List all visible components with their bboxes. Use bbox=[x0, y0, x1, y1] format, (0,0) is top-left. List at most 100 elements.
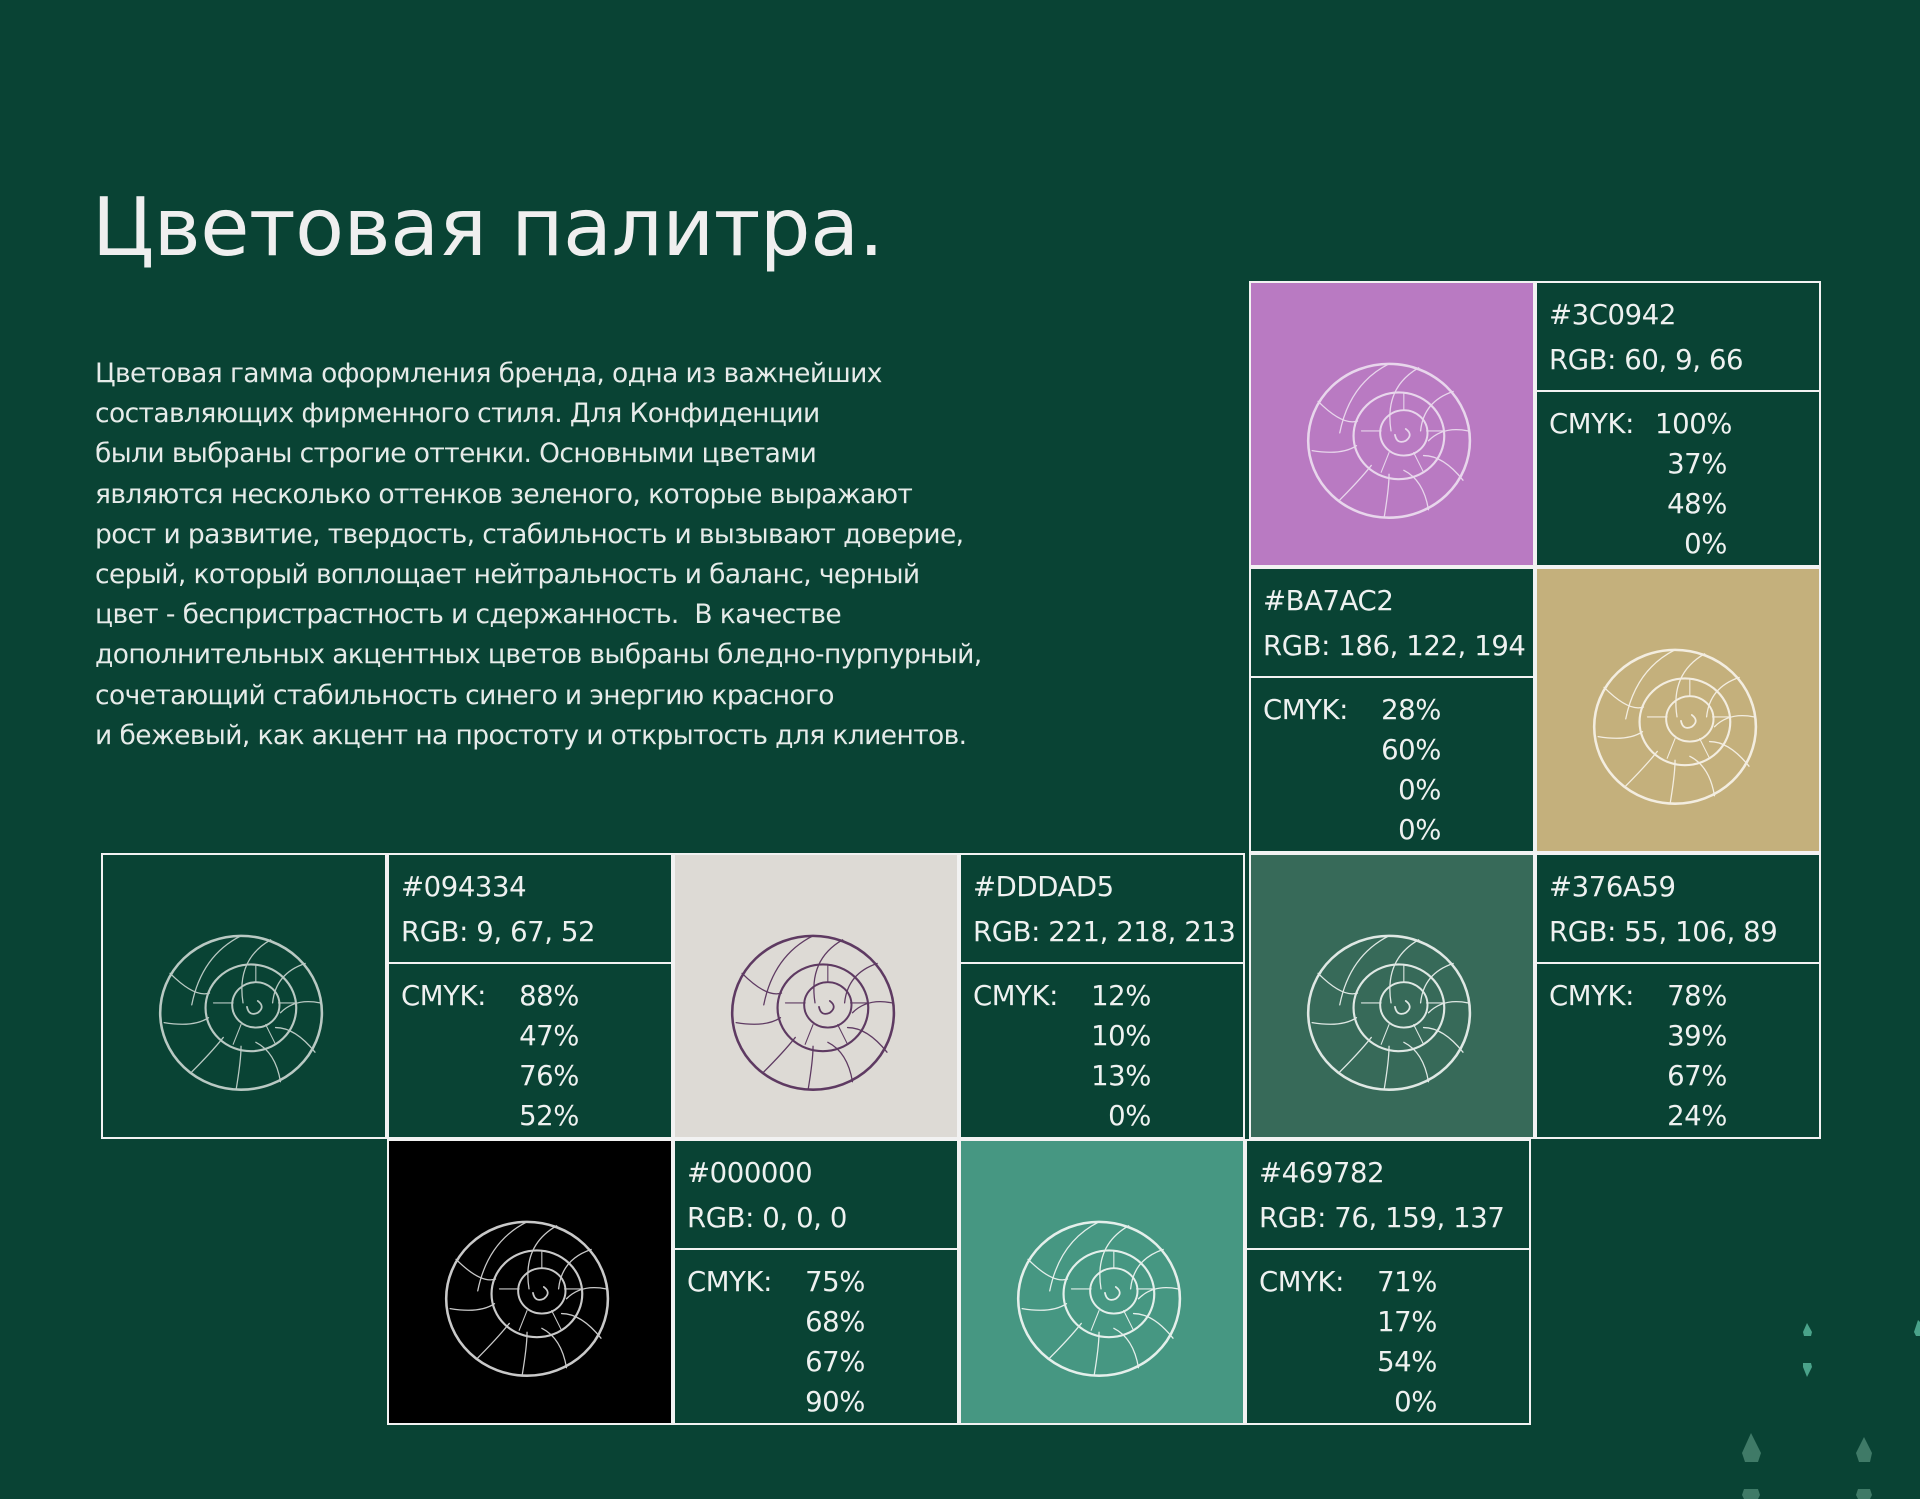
color-codes-beige: #BA7AC2 RGB: 186, 122, 194 bbox=[1249, 567, 1535, 678]
hex-value: #094334 bbox=[401, 871, 527, 903]
cmyk-value: 52% bbox=[519, 1100, 579, 1132]
cmyk-label: CMYK: bbox=[1549, 980, 1635, 1012]
color-swatch-purple bbox=[1249, 281, 1535, 567]
cmyk-label: CMYK: bbox=[973, 980, 1059, 1012]
cmyk-row: CMYK:67% bbox=[687, 1342, 957, 1382]
hex-value: #BA7AC2 bbox=[1263, 585, 1394, 617]
color-swatch-black bbox=[387, 1139, 673, 1425]
rgb-value: RGB: 0, 0, 0 bbox=[687, 1202, 847, 1234]
cmyk-row: CMYK:0% bbox=[1259, 1382, 1529, 1422]
cmyk-value: 90% bbox=[805, 1386, 865, 1418]
color-swatch-dark-green bbox=[101, 853, 387, 1139]
page-title: Цветовая палитра. bbox=[92, 181, 884, 274]
cmyk-row: CMYK:17% bbox=[1259, 1302, 1529, 1342]
cmyk-values-beige: CMYK:28%CMYK:60%CMYK:0%CMYK:0% bbox=[1249, 676, 1535, 853]
cmyk-row: CMYK:0% bbox=[1263, 810, 1533, 850]
cmyk-value: 0% bbox=[1398, 774, 1441, 806]
cmyk-row: CMYK:10% bbox=[973, 1016, 1243, 1056]
cmyk-row: CMYK:24% bbox=[1549, 1096, 1819, 1136]
cmyk-value: 37% bbox=[1667, 448, 1727, 480]
description-line: серый, который воплощает нейтральность и… bbox=[95, 559, 920, 591]
cmyk-label: CMYK: bbox=[401, 980, 487, 1012]
cmyk-row: CMYK: 75% bbox=[687, 1262, 957, 1302]
cmyk-value: 75% bbox=[805, 1266, 865, 1298]
description-line: и бежевый, как акцент на простоту и откр… bbox=[95, 719, 967, 751]
color-swatch-mid-green bbox=[1249, 853, 1535, 1139]
cmyk-values-light-green: CMYK: 71% CMYK:17%CMYK:54%CMYK:0% bbox=[1245, 1248, 1531, 1425]
cmyk-values-dark-green: CMYK: 88% CMYK:47%CMYK:76%CMYK:52% bbox=[387, 962, 673, 1139]
color-codes-mid-green: #376A59 RGB: 55, 106, 89 bbox=[1535, 853, 1821, 964]
cmyk-row: CMYK:13% bbox=[973, 1056, 1243, 1096]
cmyk-row: CMYK: 71% bbox=[1259, 1262, 1529, 1302]
rgb-value: RGB: 55, 106, 89 bbox=[1549, 916, 1778, 948]
description-line: составляющих фирменного стиля. Для Конфи… bbox=[95, 398, 820, 430]
description-line: дополнительных акцентных цветов выбраны … bbox=[95, 639, 982, 671]
cmyk-value: 60% bbox=[1381, 734, 1441, 766]
cmyk-value: 67% bbox=[1667, 1060, 1727, 1092]
cmyk-label: CMYK: bbox=[1263, 694, 1349, 726]
cmyk-label: CMYK: bbox=[1259, 1266, 1345, 1298]
description-line: являются несколько оттенков зеленого, ко… bbox=[95, 478, 913, 510]
cmyk-value: 88% bbox=[519, 980, 579, 1012]
cmyk-row: CMYK: 88% bbox=[401, 976, 671, 1016]
cmyk-value: 10% bbox=[1091, 1020, 1151, 1052]
cmyk-value: 0% bbox=[1108, 1100, 1151, 1132]
color-codes-grey: #DDDAD5 RGB: 221, 218, 213 bbox=[959, 853, 1245, 964]
cmyk-value: 0% bbox=[1398, 814, 1441, 846]
cmyk-values-mid-green: CMYK: 78% CMYK: 39% CMYK:67%CMYK:24% bbox=[1535, 962, 1821, 1139]
rgb-value: RGB: 60, 9, 66 bbox=[1549, 344, 1744, 376]
cmyk-value: 39% bbox=[1667, 1020, 1727, 1052]
color-codes-black: #000000 RGB: 0, 0, 0 bbox=[673, 1139, 959, 1250]
cmyk-value: 24% bbox=[1667, 1100, 1727, 1132]
cmyk-row: CMYK:76% bbox=[401, 1056, 671, 1096]
color-codes-dark-green: #094334 RGB: 9, 67, 52 bbox=[387, 853, 673, 964]
cmyk-value: 67% bbox=[805, 1346, 865, 1378]
cmyk-row: CMYK:48% bbox=[1549, 484, 1819, 524]
cmyk-row: CMYK: 78% bbox=[1549, 976, 1819, 1016]
cmyk-label: CMYK: bbox=[1549, 408, 1635, 440]
cmyk-value: 28% bbox=[1381, 694, 1441, 726]
rgb-value: RGB: 221, 218, 213 bbox=[973, 916, 1236, 948]
color-codes-light-green: #469782 RGB: 76, 159, 137 bbox=[1245, 1139, 1531, 1250]
palette-description: Цветовая гамма оформления бренда, одна и… bbox=[95, 354, 1195, 756]
cmyk-value: 54% bbox=[1377, 1346, 1437, 1378]
cmyk-row: CMYK:47% bbox=[401, 1016, 671, 1056]
cmyk-value: 12% bbox=[1091, 980, 1151, 1012]
cmyk-row: CMYK:54% bbox=[1259, 1342, 1529, 1382]
cmyk-value: 0% bbox=[1394, 1386, 1437, 1418]
cmyk-value: 78% bbox=[1667, 980, 1727, 1012]
cmyk-row: CMYK:0% bbox=[1549, 524, 1819, 564]
description-line: были выбраны строгие оттенки. Основными … bbox=[95, 438, 817, 470]
cmyk-value: 71% bbox=[1377, 1266, 1437, 1298]
cmyk-row: CMYK:0% bbox=[1263, 770, 1533, 810]
cmyk-row: CMYK:52% bbox=[401, 1096, 671, 1136]
description-line: сочетающий стабильность синего и энергию… bbox=[95, 679, 835, 711]
hex-value: #469782 bbox=[1259, 1157, 1385, 1189]
cmyk-row: CMYK:67% bbox=[1549, 1056, 1819, 1096]
cmyk-label: CMYK: bbox=[687, 1266, 773, 1298]
cmyk-row: CMYK:68% bbox=[687, 1302, 957, 1342]
cmyk-values-purple: CMYK: 100% CMYK:37%CMYK:48%CMYK:0% bbox=[1535, 390, 1821, 567]
cmyk-value: 13% bbox=[1091, 1060, 1151, 1092]
hex-value: #DDDAD5 bbox=[973, 871, 1114, 903]
rgb-value: RGB: 9, 67, 52 bbox=[401, 916, 596, 948]
cmyk-row: CMYK:37% bbox=[1549, 444, 1819, 484]
rgb-value: RGB: 186, 122, 194 bbox=[1263, 630, 1526, 662]
decorative-droplets-icon bbox=[1742, 1320, 1920, 1499]
color-swatch-light-green bbox=[959, 1139, 1245, 1425]
cmyk-row: CMYK: 28% bbox=[1263, 690, 1533, 730]
cmyk-value: 48% bbox=[1667, 488, 1727, 520]
cmyk-row: CMYK:60% bbox=[1263, 730, 1533, 770]
cmyk-value: 100% bbox=[1655, 408, 1733, 440]
cmyk-row: CMYK: 100% bbox=[1549, 404, 1819, 444]
color-codes-purple: #3C0942 RGB: 60, 9, 66 bbox=[1535, 281, 1821, 392]
color-swatch-beige bbox=[1535, 567, 1821, 853]
cmyk-values-black: CMYK: 75% CMYK:68%CMYK:67%CMYK:90% bbox=[673, 1248, 959, 1425]
hex-value: #376A59 bbox=[1549, 871, 1676, 903]
cmyk-value: 0% bbox=[1684, 528, 1727, 560]
cmyk-row: CMYK:90% bbox=[687, 1382, 957, 1422]
description-line: Цветовая гамма оформления бренда, одна и… bbox=[95, 358, 882, 389]
cmyk-value: 47% bbox=[519, 1020, 579, 1052]
hex-value: #3C0942 bbox=[1549, 299, 1676, 331]
cmyk-values-grey: CMYK: 12% CMYK:10%CMYK:13%CMYK:0% bbox=[959, 962, 1245, 1139]
